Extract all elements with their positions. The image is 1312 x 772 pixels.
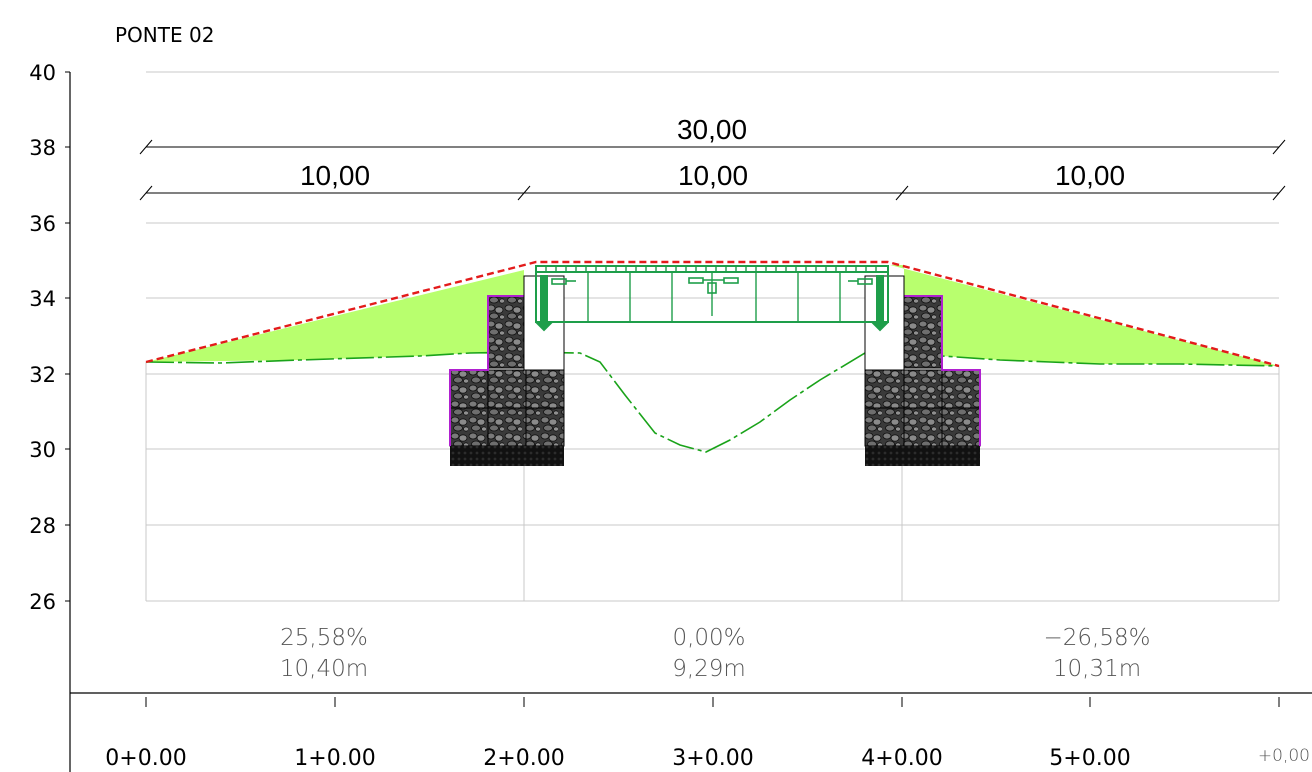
station-ticks (145, 697, 1280, 707)
dim-seg-tick (1272, 185, 1286, 201)
y-tick-label: 32 (29, 363, 56, 387)
station-label: 4+0.00 (861, 746, 942, 771)
bridge-connectors (551, 277, 873, 294)
dim-seg-tick (139, 185, 153, 201)
segment-slope: 25,58% (280, 625, 368, 651)
y-tick-label: 30 (29, 438, 56, 462)
segment-length: 10,40m (280, 656, 368, 682)
embankment-fill-left (146, 270, 524, 362)
dim-segment-label: 10,00 (678, 160, 748, 191)
gabion-outline (904, 295, 981, 446)
grade-line (145, 260, 1280, 368)
segment-length: 10,31m (1053, 656, 1141, 682)
gabion-wall-right (864, 275, 981, 466)
station-label: 0+0.00 (105, 746, 186, 771)
y-tick-label: 34 (29, 287, 56, 311)
dim-seg-tick (517, 185, 531, 201)
segment-slope: −26,58% (1044, 625, 1151, 651)
dim-total-tick-right (1272, 139, 1286, 155)
station-label: 2+0.00 (483, 746, 564, 771)
bridge-stiffeners (545, 266, 877, 272)
bridge-structure (535, 265, 889, 332)
dimension-lines (139, 139, 1286, 201)
gabion-block (903, 295, 943, 369)
gabion-base (450, 446, 564, 466)
segment-slope: 0,00% (672, 625, 745, 651)
y-tick-label: 28 (29, 514, 56, 538)
segment-length: 9,29m (672, 656, 746, 682)
dim-total-tick-left (139, 139, 153, 155)
dim-total-label: 30,00 (677, 114, 747, 145)
station-label: 5+0.00 (1049, 746, 1130, 771)
gabion-outline (449, 295, 524, 446)
gabion-base (865, 446, 980, 466)
y-tick-label: 36 (29, 212, 56, 236)
gabion-block (487, 295, 525, 369)
terrain-line (145, 351, 1280, 453)
bridge-bearings (535, 275, 889, 332)
y-tick-label: 38 (29, 136, 56, 160)
y-tick-label: 40 (29, 61, 56, 85)
dim-segment-label: 10,00 (300, 160, 370, 191)
dim-segment-label: 10,00 (1055, 160, 1125, 191)
drawing-title: PONTE 02 (115, 23, 214, 47)
dim-seg-tick (895, 185, 909, 201)
station-label: 3+0.00 (672, 746, 753, 771)
station-label: 1+0.00 (294, 746, 375, 771)
y-tick-label: 26 (29, 590, 56, 614)
y-axis: 40 38 36 34 32 30 28 26 (29, 61, 70, 614)
station-label-partial: +0,00 (1258, 746, 1310, 766)
bridge-deck (535, 265, 889, 323)
